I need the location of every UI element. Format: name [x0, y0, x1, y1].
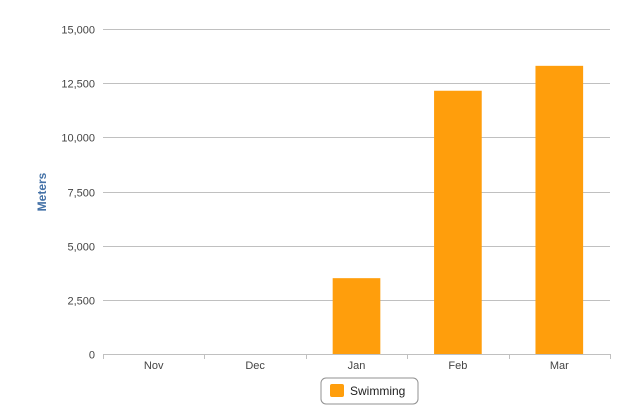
bar-feb[interactable] — [434, 90, 482, 354]
y-axis-title: Meters — [35, 172, 49, 211]
y-tick-label: 10,000 — [61, 133, 95, 145]
x-tick-label: Feb — [448, 360, 467, 372]
legend-label-swimming: Swimming — [350, 384, 405, 398]
x-tick-label: Nov — [144, 360, 164, 372]
legend-box[interactable] — [320, 377, 419, 405]
legend-swatch — [330, 384, 344, 397]
y-tick-label: 2,500 — [67, 296, 95, 308]
y-tick-labels: 0 2,500 5,000 7,500 10,000 12,500 15,000 — [61, 25, 95, 362]
y-tick-label: 0 — [89, 350, 95, 362]
y-tick-label: 5,000 — [67, 242, 95, 254]
bar-jan[interactable] — [332, 278, 381, 354]
x-tick-label: Dec — [245, 360, 265, 372]
bars — [332, 65, 584, 354]
x-tick-labels: Nov Dec Jan Feb Mar — [144, 360, 569, 372]
bar-mar[interactable] — [535, 65, 584, 354]
y-tick-label: 7,500 — [67, 188, 95, 200]
x-axis — [103, 354, 611, 359]
y-tick-label: 15,000 — [61, 25, 95, 37]
x-tick-label: Jan — [348, 360, 366, 372]
x-tick-label: Mar — [550, 360, 569, 372]
gridlines — [103, 29, 610, 301]
y-tick-label: 12,500 — [61, 79, 95, 91]
legend[interactable]: Swimming — [320, 377, 419, 405]
